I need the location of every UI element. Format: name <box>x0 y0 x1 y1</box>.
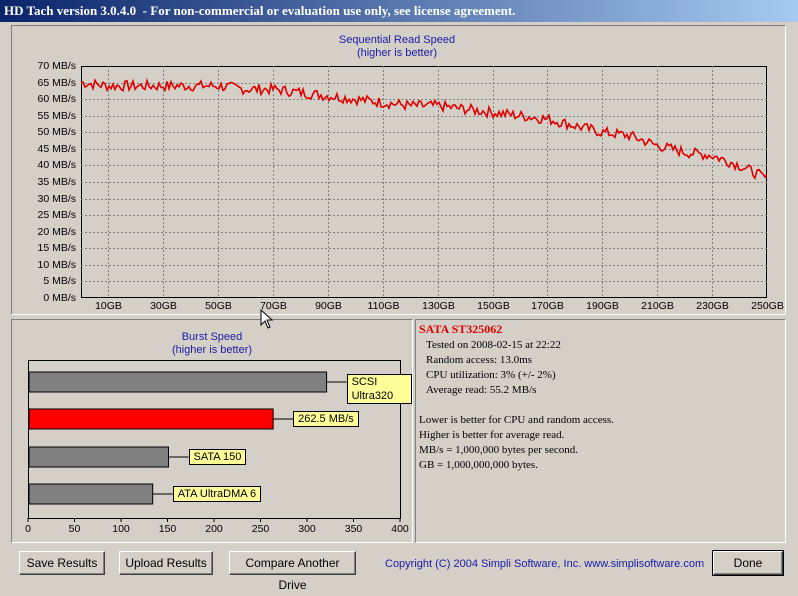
y-tick-label: 10 MB/s <box>37 258 76 271</box>
burst-bar <box>28 483 154 505</box>
burst-bar-label: ATA UltraDMA 6 <box>172 486 262 502</box>
y-tick-label: 65 MB/s <box>37 76 76 89</box>
burst-bar <box>28 446 169 468</box>
burst-x-tick-label: 50 <box>68 523 81 535</box>
burst-bar-label: 262.5 MB/s <box>293 411 359 427</box>
y-tick-label: 25 MB/s <box>37 208 76 221</box>
y-tick-label: 20 MB/s <box>37 225 76 238</box>
upload-results-button[interactable]: Upload Results <box>119 551 213 575</box>
burst-speed-chart <box>27 360 401 522</box>
y-tick-label: 40 MB/s <box>37 158 76 171</box>
read-speed-chart <box>81 66 767 298</box>
burst-chart-title-line2: (higher is better) <box>171 344 253 356</box>
read-speed-panel: Sequential Read Speed (higher is better)… <box>11 25 786 315</box>
y-tick-label: 70 MB/s <box>37 59 76 72</box>
tested-on: Tested on 2008-02-15 at 22:22 <box>426 339 561 351</box>
y-tick-label: 0 MB/s <box>43 291 76 304</box>
read-chart-title-line1: Sequential Read Speed <box>338 34 456 46</box>
y-tick-label: 45 MB/s <box>37 142 76 155</box>
read-chart-title-line2: (higher is better) <box>356 47 438 59</box>
burst-bar <box>28 371 328 393</box>
x-tick-label: 170GB <box>531 300 564 312</box>
copyright-text: Copyright (C) 2004 Simpli Software, Inc.… <box>385 558 705 570</box>
note-gb-definition: GB = 1,000,000,000 bytes. <box>419 459 538 471</box>
x-tick-label: 110GB <box>367 300 400 312</box>
x-tick-label: 250GB <box>751 300 784 312</box>
y-tick-label: 30 MB/s <box>37 192 76 205</box>
x-tick-label: 190GB <box>586 300 619 312</box>
window-title-bar: HD Tach version 3.0.4.0 - For non-commer… <box>0 0 798 22</box>
note-higher-better: Higher is better for average read. <box>419 429 565 441</box>
note-lower-better: Lower is better for CPU and random acces… <box>419 414 614 426</box>
x-tick-label: 50GB <box>205 300 232 312</box>
burst-x-tick-label: 150 <box>158 523 177 535</box>
x-tick-label: 150GB <box>477 300 510 312</box>
y-tick-label: 15 MB/s <box>37 241 76 254</box>
burst-x-tick-label: 100 <box>112 523 130 535</box>
y-tick-label: 35 MB/s <box>37 175 76 188</box>
x-tick-label: 10GB <box>95 300 122 312</box>
plot-frame <box>81 66 767 298</box>
read-chart-title: Sequential Read Speed (higher is better) <box>312 34 482 60</box>
read-speed-line <box>81 77 767 181</box>
mouse-cursor-icon <box>260 309 274 329</box>
burst-bar-label: SATA 150 <box>188 449 247 465</box>
random-access: Random access: 13.0ms <box>426 354 533 366</box>
cpu-utilization: CPU utilization: 3% (+/- 2%) <box>426 369 556 381</box>
x-tick-label: 70GB <box>260 300 287 312</box>
compare-drive-button[interactable]: Compare Another Drive <box>229 551 356 592</box>
note-mbs-definition: MB/s = 1,000,000 bytes per second. <box>419 444 578 456</box>
x-tick-label: 230GB <box>696 300 729 312</box>
burst-chart-title-line1: Burst Speed <box>181 331 243 343</box>
burst-x-tick-label: 250 <box>251 523 270 535</box>
burst-chart-title: Burst Speed (higher is better) <box>132 331 292 357</box>
average-read: Average read: 55.2 MB/s <box>426 384 537 396</box>
drive-name: SATA ST325062 <box>419 322 503 336</box>
y-tick-label: 50 MB/s <box>37 125 76 138</box>
x-tick-label: 130GB <box>422 300 455 312</box>
burst-x-tick-label: 400 <box>391 523 409 535</box>
burst-bar <box>28 408 274 430</box>
burst-speed-panel: Burst Speed (higher is better) 0 50 100 150… <box>11 319 413 543</box>
y-tick-label: 5 MB/s <box>43 274 76 287</box>
x-tick-label: 90GB <box>315 300 342 312</box>
burst-x-tick-label: 0 <box>25 523 31 535</box>
save-results-button[interactable]: Save Results <box>19 551 105 575</box>
drive-info-panel: SATA ST325062 Tested on 2008-02-15 at 22… <box>415 319 786 543</box>
burst-x-tick-label: 300 <box>298 523 316 535</box>
x-tick-label: 210GB <box>641 300 674 312</box>
burst-bar-label: SCSI Ultra320 <box>346 374 412 404</box>
done-button[interactable]: Done <box>712 550 784 576</box>
burst-x-tick-label: 200 <box>205 523 223 535</box>
y-tick-label: 55 MB/s <box>37 109 76 122</box>
y-tick-label: 60 MB/s <box>37 92 76 105</box>
x-tick-label: 30GB <box>150 300 177 312</box>
burst-x-tick-label: 350 <box>344 523 363 535</box>
